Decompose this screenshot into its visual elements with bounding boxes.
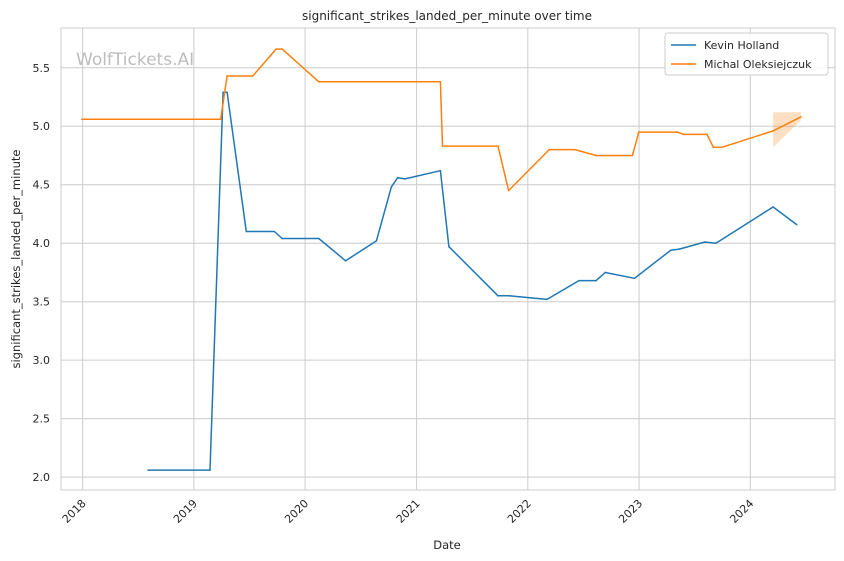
legend-label-kevin-holland: Kevin Holland [704, 39, 779, 52]
data-point-kevin-holland [633, 277, 636, 280]
data-point-kevin-holland [704, 241, 706, 243]
data-point-michal-oleksiejczuk [226, 75, 228, 77]
data-point-michal-oleksiejczuk [706, 133, 708, 136]
grid-lines [61, 28, 835, 490]
data-point-kevin-holland [226, 91, 228, 94]
data-point-michal-oleksiejczuk [637, 131, 640, 133]
data-point-kevin-holland [715, 242, 717, 245]
x-axis-label: Date [433, 538, 461, 552]
y-axis-ticks: 2.0 2.5 3.0 3.5 4.0 4.5 5.0 5.5 [33, 62, 51, 484]
x-tick-label: 2023 [616, 497, 645, 526]
data-point-kevin-holland [281, 237, 284, 240]
data-point-michal-oleksiejczuk [573, 148, 576, 151]
y-tick-label: 3.5 [33, 296, 51, 309]
x-tick-label: 2024 [727, 497, 756, 526]
data-point-michal-oleksiejczuk [631, 154, 634, 157]
data-point-kevin-holland [546, 298, 548, 301]
legend-box [664, 32, 829, 76]
legend-label-michal-oleksiejczuk: Michal Oleksiejczuk [704, 58, 812, 71]
confidence-bands [773, 112, 801, 148]
y-tick-label: 2.5 [33, 413, 51, 426]
data-point-michal-oleksiejczuk [595, 154, 597, 157]
data-point-kevin-holland [772, 206, 774, 208]
confidence-band-michal-oleksiejczuk [773, 112, 801, 148]
y-tick-label: 5.0 [33, 120, 51, 133]
y-tick-label: 5.5 [33, 62, 51, 75]
data-point-kevin-holland [396, 176, 399, 179]
data-point-kevin-holland [439, 169, 442, 172]
data-point-michal-oleksiejczuk [507, 189, 510, 192]
x-tick-label: 2021 [394, 497, 423, 526]
watermark-text: WolfTickets.AI [76, 50, 194, 70]
data-point-kevin-holland [375, 240, 378, 242]
data-point-kevin-holland [669, 249, 672, 252]
x-tick-label: 2019 [171, 497, 200, 526]
x-tick-label: 2018 [60, 497, 89, 526]
data-point-kevin-holland [344, 259, 347, 262]
x-axis-ticks: 2018 2019 2020 2021 2022 2023 2024 [60, 497, 757, 526]
y-tick-label: 3.0 [33, 354, 51, 367]
data-point-kevin-holland [209, 469, 211, 471]
data-point-kevin-holland [448, 245, 450, 248]
plot-area [60, 27, 836, 491]
data-point-kevin-holland [222, 91, 224, 94]
data-point-michal-oleksiejczuk [800, 116, 802, 118]
data-point-kevin-holland [404, 178, 406, 180]
legend: Kevin Holland Michal Oleksiejczuk [664, 32, 829, 76]
data-point-michal-oleksiejczuk [682, 133, 685, 136]
data-point-kevin-holland [147, 469, 149, 471]
data-point-kevin-holland [595, 279, 597, 282]
data-point-michal-oleksiejczuk [548, 148, 550, 151]
data-point-kevin-holland [390, 186, 393, 188]
x-tick-label: 2020 [282, 497, 311, 526]
data-point-kevin-holland [678, 248, 681, 250]
data-point-michal-oleksiejczuk [721, 146, 723, 149]
data-point-kevin-holland [578, 279, 580, 282]
y-tick-label: 2.0 [33, 471, 51, 484]
data-point-kevin-holland [245, 230, 248, 233]
data-point-kevin-holland [317, 237, 320, 240]
data-point-michal-oleksiejczuk [439, 81, 442, 83]
data-point-michal-oleksiejczuk [712, 146, 715, 149]
data-point-kevin-holland [273, 230, 276, 233]
data-point-michal-oleksiejczuk [676, 131, 678, 133]
data-point-michal-oleksiejczuk [441, 145, 444, 147]
x-tick-label: 2022 [505, 497, 534, 526]
data-point-michal-oleksiejczuk [251, 75, 254, 77]
y-tick-label: 4.5 [33, 179, 51, 192]
series-lines [81, 48, 802, 471]
data-point-michal-oleksiejczuk [219, 118, 222, 121]
data-point-michal-oleksiejczuk [81, 118, 83, 121]
data-point-michal-oleksiejczuk [281, 48, 284, 50]
data-point-kevin-holland [795, 223, 798, 226]
y-tick-label: 4.0 [33, 237, 51, 250]
y-axis-label: significant_strikes_landed_per_minute [9, 150, 23, 369]
data-point-michal-oleksiejczuk [275, 48, 277, 50]
chart-title: significant_strikes_landed_per_minute ov… [302, 9, 592, 23]
data-point-kevin-holland [604, 271, 607, 274]
data-point-kevin-holland [497, 295, 499, 297]
series-line-kevin-holland [147, 91, 798, 471]
data-point-michal-oleksiejczuk [772, 130, 774, 132]
data-point-kevin-holland [508, 295, 510, 297]
data-point-michal-oleksiejczuk [317, 81, 320, 83]
data-point-michal-oleksiejczuk [497, 145, 499, 147]
